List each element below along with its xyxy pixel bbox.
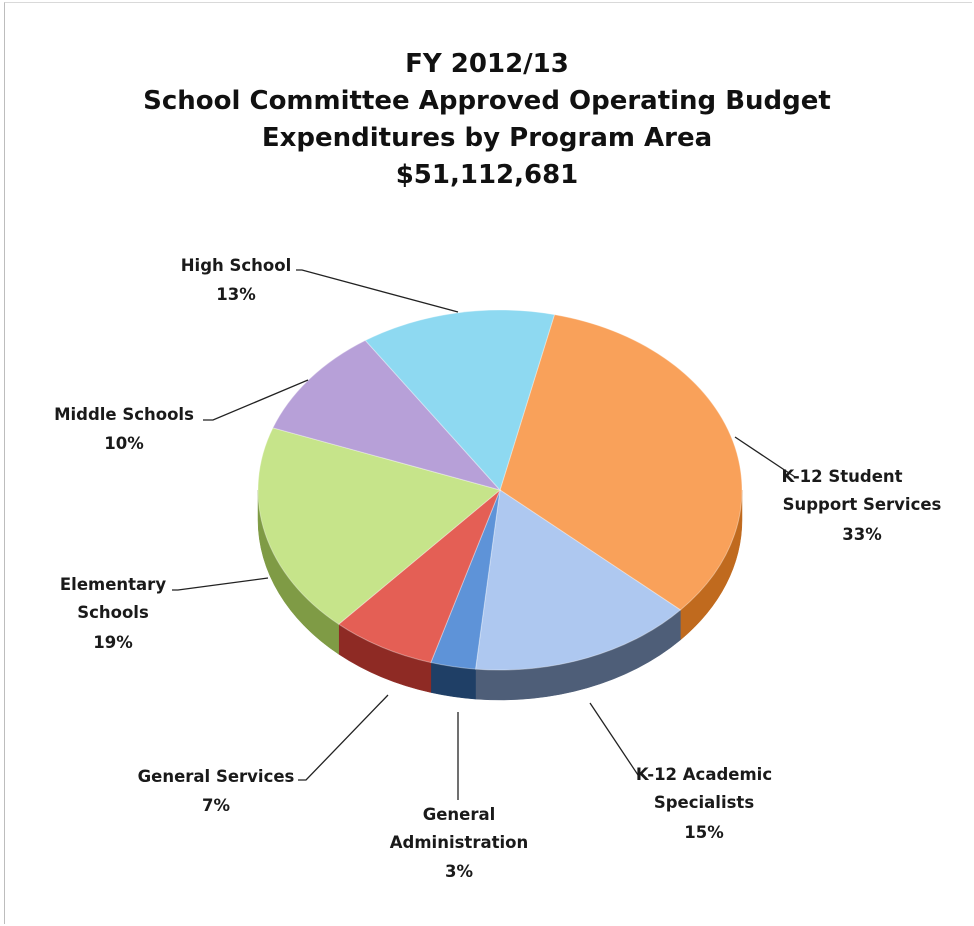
slice-percent-k12-student-support: 33% <box>842 525 882 544</box>
pie-slice-middle-schools <box>272 339 502 491</box>
chart-title-line-4: $51,112,681 <box>395 160 579 190</box>
slice-labels: K-12 Student Support Services 33% K-12 Acad… <box>54 256 941 881</box>
slice-percent-high-school: 13% <box>216 285 256 304</box>
chart-title-line-1: FY 2012/13 <box>405 49 569 79</box>
slice-label-middle-schools-line-1: Middle Schools <box>54 405 194 424</box>
slice-label-general-administration-line-1: General <box>423 805 496 824</box>
chart-title: FY 2012/13 School Committee Approved Ope… <box>0 46 974 194</box>
slice-percent-elementary-schools: 19% <box>93 633 133 652</box>
slice-percent-general-administration: 3% <box>445 862 473 881</box>
slice-label-k12-academic-specialists-line-1: K-12 Academic <box>636 765 772 784</box>
pie-slice-k12-academic-specialists <box>474 489 682 671</box>
leader-line-middle-schools <box>203 379 309 421</box>
pie-side-walls <box>257 489 743 701</box>
chart-title-line-3: Expenditures by Program Area <box>261 123 713 153</box>
slice-label-k12-student-support-line-2: Support Services <box>783 495 942 514</box>
pie-top-faces <box>257 309 743 671</box>
slice-label-general-services-line-1: General Services <box>138 767 295 786</box>
slice-percent-general-services: 7% <box>202 796 230 815</box>
leader-line-k12-academic-specialists <box>589 702 641 779</box>
slice-label-general-administration-line-2: Administration <box>390 833 528 852</box>
leader-line-k12-student-support <box>734 436 796 478</box>
slice-percent-middle-schools: 10% <box>104 434 144 453</box>
pie-slice-k12-student-support <box>499 314 743 611</box>
pie-slice-high-school <box>364 309 556 491</box>
pie-slice-general-services <box>337 489 501 664</box>
slice-label-high-school-line-1: High School <box>181 256 292 275</box>
slice-label-elementary-schools-line-1: Elementary <box>60 575 166 594</box>
leader-line-elementary-schools <box>172 577 269 591</box>
leader-lines <box>172 269 796 800</box>
pie-slice-elementary-schools <box>257 427 502 625</box>
pie-slice-general-administration <box>430 489 501 670</box>
leader-line-high-school <box>296 269 459 313</box>
slice-percent-k12-academic-specialists: 15% <box>684 823 724 842</box>
chart-title-line-2: School Committee Approved Operating Budg… <box>143 86 831 116</box>
slice-label-elementary-schools-line-2: Schools <box>77 603 149 622</box>
slice-label-k12-academic-specialists-line-2: Specialists <box>654 793 754 812</box>
slice-label-k12-student-support-line-1: K-12 Student <box>781 467 902 486</box>
leader-line-general-services <box>298 694 389 781</box>
